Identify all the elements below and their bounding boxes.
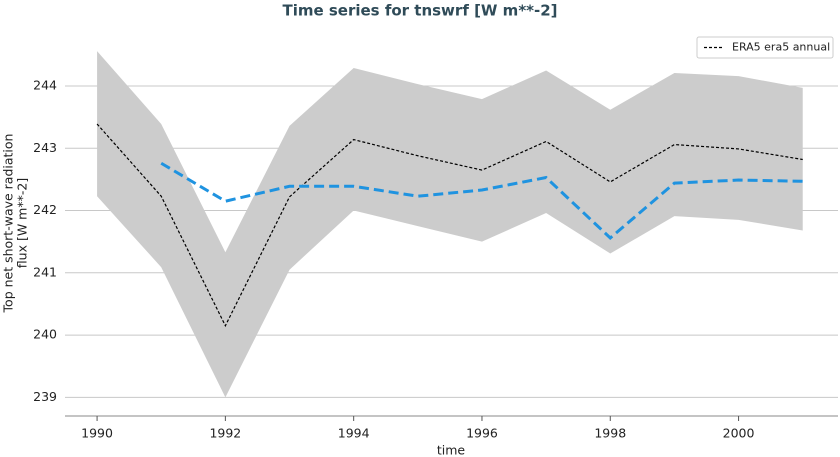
y-tick-label: 243 [33, 140, 57, 155]
legend-box [696, 36, 834, 59]
y-axis-label: flux [W m**-2] [15, 178, 30, 268]
y-tick-label: 242 [33, 202, 57, 217]
x-tick-label: 1996 [466, 426, 498, 441]
series-line [96, 123, 803, 328]
x-tick-label: 1990 [81, 426, 113, 441]
y-tick-label: 241 [33, 264, 57, 279]
y-tick-label: 240 [33, 327, 57, 342]
y-axis-label: Top net short-wave radiation [1, 134, 16, 314]
x-tick-label: 1998 [594, 426, 626, 441]
x-tick-label: 1992 [209, 426, 241, 441]
x-tick-label: 1994 [338, 426, 370, 441]
y-tick-label: 244 [33, 78, 57, 93]
range-band [97, 51, 803, 398]
x-axis-label: time [437, 443, 466, 457]
series-line [160, 161, 803, 240]
chart-title: Time series for tnswrf [W m**-2] [282, 2, 557, 20]
y-tick-label: 239 [33, 389, 57, 404]
legend-label: ERA5 era5 annual [732, 41, 830, 54]
x-tick-label: 2000 [723, 426, 755, 441]
